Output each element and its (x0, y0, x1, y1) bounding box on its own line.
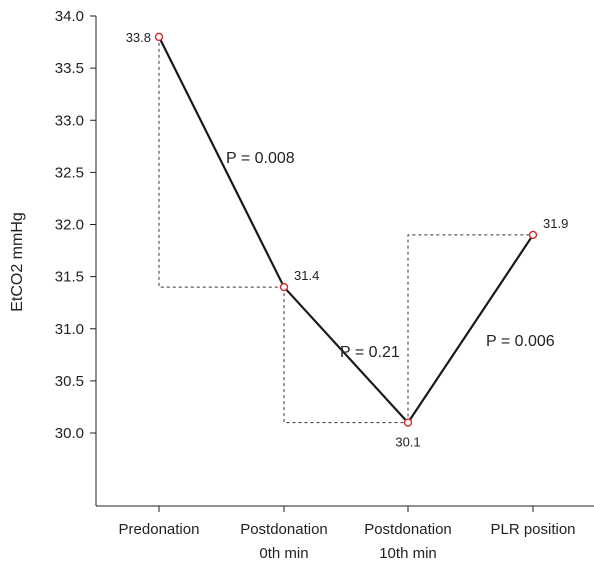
p-value-annotation: P = 0.006 (486, 333, 555, 350)
x-category-label: PLR position (490, 521, 575, 538)
data-label: 31.4 (294, 268, 319, 283)
dashed-guides (158, 36, 533, 424)
y-tick-label: 32.0 (55, 217, 84, 234)
y-tick-label: 31.5 (55, 269, 84, 286)
y-tick-label: 30.5 (55, 373, 84, 390)
x-category-label: Postdonation (364, 521, 452, 538)
data-point (154, 32, 164, 42)
data-point (403, 418, 413, 427)
y-tick-label: 34.0 (55, 8, 84, 25)
x-category-label: Postdonation (240, 521, 328, 538)
series-line (158, 36, 534, 424)
axes: 30.0 30.5 31.0 31.5 32.0 32.5 33.0 33.5 34.0 Pred… (55, 8, 594, 562)
dashed-guide (407, 234, 533, 423)
y-tick-label: 30.0 (55, 425, 84, 442)
series-group (154, 32, 538, 427)
x-category-label: 0th min (259, 545, 308, 562)
p-value-annotation: P = 0.008 (226, 150, 295, 167)
dashed-guide (283, 287, 408, 424)
y-tick-label: 33.5 (55, 60, 84, 77)
x-category-label: Predonation (119, 521, 200, 538)
labels-group: 33.8 31.4 30.1 31.9 P = 0.008 P = 0.21 P = 0.0… (126, 30, 569, 450)
x-category-label: 10th min (379, 545, 437, 562)
data-label: 30.1 (395, 435, 420, 450)
y-tick-label: 31.0 (55, 321, 84, 338)
data-label: 31.9 (543, 216, 568, 231)
y-axis-label: EtCO2 mmHg (9, 212, 26, 312)
data-label: 33.8 (126, 30, 151, 45)
data-point (279, 282, 289, 292)
y-tick-label: 32.5 (55, 164, 84, 181)
data-point (528, 230, 538, 240)
p-value-annotation: P = 0.21 (340, 344, 400, 361)
y-tick-label: 33.0 (55, 112, 84, 129)
